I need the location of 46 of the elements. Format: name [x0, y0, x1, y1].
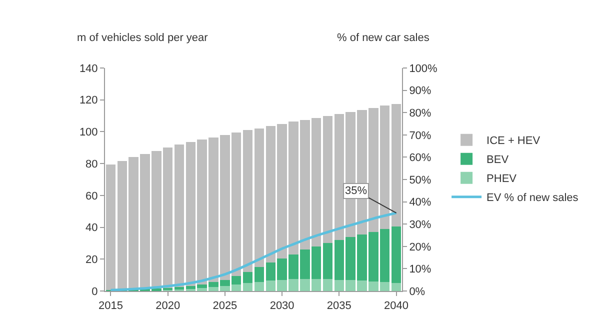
- y-axis-title: m of vehicles sold per year: [77, 32, 208, 44]
- x-tick-label: 2020: [156, 300, 180, 312]
- bar: [254, 267, 264, 282]
- legend-label: EV % of new sales: [486, 192, 579, 204]
- y2-tick-label: 20%: [409, 241, 432, 254]
- bar: [322, 279, 333, 291]
- annotation: 35%: [345, 185, 368, 197]
- y-tick-label: 20: [86, 254, 98, 266]
- y2-tick-label: 30%: [409, 218, 432, 231]
- bar: [322, 243, 333, 280]
- bar: [242, 130, 253, 272]
- x-tick-label: 2030: [270, 300, 294, 312]
- y-tick-label: 100: [79, 126, 98, 139]
- bar: [106, 164, 116, 290]
- y2-tick-label: 70%: [409, 130, 432, 142]
- y2-tick-label: 0%: [409, 286, 426, 298]
- y-tick-label: 60: [86, 190, 98, 202]
- y2-tick-label: 100%: [409, 62, 438, 75]
- bar: [254, 282, 264, 291]
- x-tick-label: 2025: [212, 300, 238, 312]
- y-tick-label: 120: [79, 94, 98, 107]
- y2-tick-label: 90%: [409, 85, 432, 98]
- y2-axis-title: % of new car sales: [337, 32, 430, 44]
- x-tick-label: 2035: [326, 300, 352, 312]
- bar: [254, 128, 264, 268]
- legend-label: ICE + HEV: [486, 135, 541, 148]
- y2-tick-label: 40%: [409, 196, 432, 209]
- legend-label: PHEV: [486, 173, 518, 186]
- x-tick-label: 2040: [384, 300, 409, 312]
- y2-tick-label: 80%: [409, 107, 432, 120]
- bar: [242, 283, 253, 291]
- bar: [391, 283, 402, 291]
- bar: [242, 272, 253, 284]
- y2-tick-label: 10%: [409, 264, 432, 276]
- y-tick-label: 80: [86, 158, 98, 170]
- y-tick-label: 40: [86, 222, 98, 234]
- y2-tick-label: 60%: [409, 152, 432, 164]
- x-tick-label: 2015: [98, 300, 123, 312]
- y2-tick-label: 50%: [409, 174, 432, 186]
- legend-label: BEV: [486, 154, 510, 166]
- y-tick-label: 0: [92, 286, 98, 298]
- y-tick-label: 140: [79, 62, 98, 75]
- bar: [174, 144, 184, 288]
- bar: [391, 104, 402, 226]
- bar: [391, 226, 402, 284]
- bar: [322, 116, 333, 244]
